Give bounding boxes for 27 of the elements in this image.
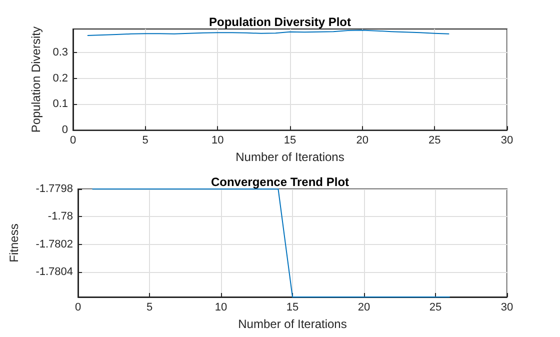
y-tick-label: 0.2 [52,72,68,84]
x-tick-label: 5 [142,134,148,147]
y-tick-label: 0.3 [52,46,68,58]
x-tick-label: 25 [429,302,442,314]
chart-title: Population Diversity Plot [208,15,352,29]
y-axis-title: Population Diversity [28,26,43,133]
y-tick-label: -1.7798 [36,183,73,195]
x-tick-label: 10 [212,134,224,147]
x-axis-title: Number of Iterations [236,150,344,164]
x-tick-label: 0 [74,302,82,314]
x-tick-label: 10 [214,302,228,314]
chart-title: Convergence Trend Plot [210,175,350,189]
y-tick-label: -1.78 [48,210,73,223]
y-tick-label: -1.7802 [36,238,73,250]
x-tick-label: 15 [284,134,296,147]
y-tick-label: 0 [62,124,68,136]
x-tick-label: 30 [500,134,514,147]
x-tick-label: 25 [428,134,441,147]
x-tick-label: 5 [146,302,153,314]
x-tick-label: 30 [500,302,514,314]
x-axis-title: Number of Iterations [238,316,347,331]
x-tick-label: 20 [356,134,368,147]
y-tick-label: 0.1 [52,98,68,110]
y-axis-title: Fitness [7,224,21,262]
y-tick-label: -1.7804 [36,266,73,278]
x-tick-label: 20 [358,302,370,314]
x-tick-label: 15 [286,302,299,314]
